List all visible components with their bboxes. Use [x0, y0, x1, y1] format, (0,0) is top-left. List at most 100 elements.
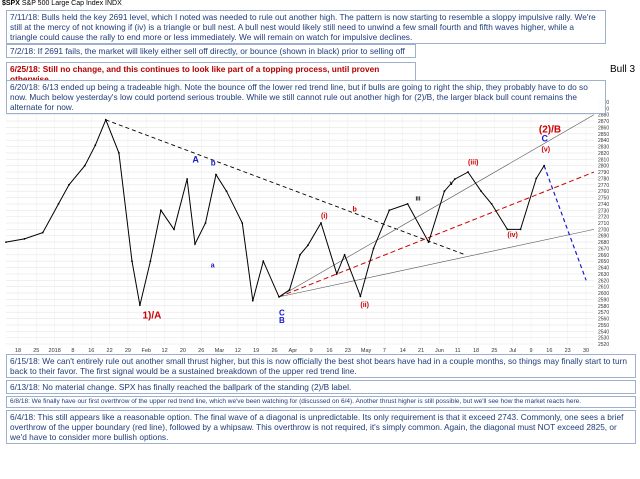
- note-6-20: 6/20/18: 6/13 ended up being a tradeable…: [6, 80, 606, 114]
- price-point: [149, 260, 152, 263]
- price-point: [204, 222, 207, 224]
- trend-lines: [105, 114, 595, 298]
- price-point: [117, 152, 120, 154]
- price-point: [372, 247, 375, 250]
- ticker: $SPX: [2, 0, 20, 7]
- x-tick-label: 16: [88, 348, 94, 354]
- y-tick-label: 2880: [598, 113, 609, 119]
- y-tick-label: 2620: [598, 278, 609, 284]
- note-6-4: 6/4/18: This still appears like a reason…: [6, 410, 636, 444]
- wave-label: a: [211, 263, 215, 270]
- y-tick-label: 2810: [598, 157, 609, 163]
- x-axis-ticks: 18 25 2018 8 16 22 29 Feb 12 20 26 Mar 12 19 26 Apr 9 16 2…: [15, 348, 589, 354]
- y-tick-label: 2590: [598, 297, 609, 303]
- wave-label: C: [542, 133, 549, 143]
- wave-label: (v): [542, 147, 551, 154]
- x-tick-label: 18: [473, 348, 479, 354]
- price-point: [57, 202, 60, 205]
- price-point: [225, 190, 228, 193]
- y-tick-label: 2860: [598, 125, 609, 131]
- price-point: [406, 202, 409, 205]
- wave-label: B: [279, 316, 285, 325]
- wave-label: (i): [321, 213, 328, 220]
- wave-label: C: [279, 308, 285, 317]
- wave-label: (2)/B: [539, 125, 561, 136]
- x-tick-label: 7: [383, 348, 386, 354]
- wave-label: b: [353, 207, 357, 214]
- y-tick-label: 2530: [598, 336, 609, 342]
- price-point: [241, 222, 244, 224]
- y-tick-label: 2660: [598, 253, 609, 259]
- y-tick-label: 2680: [598, 240, 609, 246]
- x-tick-label: Feb: [142, 348, 151, 354]
- x-tick-label: 16: [326, 348, 332, 354]
- x-tick-label: 30: [583, 348, 589, 354]
- price-series: [5, 118, 546, 307]
- price-point: [41, 231, 44, 234]
- x-tick-label: 26: [271, 348, 277, 354]
- x-tick-label: 25: [491, 348, 497, 354]
- x-tick-label: 11: [455, 348, 461, 354]
- price-point: [335, 273, 338, 275]
- x-tick-label: 29: [125, 348, 131, 354]
- x-tick-label: 18: [15, 348, 21, 354]
- y-tick-label: 2820: [598, 151, 609, 157]
- y-tick-label: 2850: [598, 132, 609, 138]
- x-tick-label: 23: [345, 348, 351, 354]
- x-tick-label: 22: [107, 348, 113, 354]
- wave-label: (ii): [360, 302, 369, 309]
- y-tick-label: 2840: [598, 138, 609, 144]
- price-point: [535, 177, 538, 180]
- wave-label: b: [211, 159, 216, 168]
- x-tick-label: 14: [400, 348, 406, 354]
- y-tick-label: 2610: [598, 285, 609, 291]
- trend-line-black: [105, 119, 466, 256]
- bull-3-label: Bull 3: [610, 64, 636, 75]
- note-6-13: 6/13/18: No material change. SPX has fin…: [6, 380, 636, 394]
- price-point: [138, 304, 141, 307]
- y-tick-label: 2580: [598, 304, 609, 310]
- x-tick-label: 12: [235, 348, 241, 354]
- price-point: [159, 209, 162, 212]
- y-tick-label: 2550: [598, 323, 609, 329]
- x-tick-label: Jul: [509, 348, 516, 354]
- x-tick-label: 16: [546, 348, 552, 354]
- price-point: [359, 295, 362, 298]
- exchange: INDX: [105, 0, 122, 7]
- note-7-11: 7/11/18: Bulls held the key 2691 level, …: [6, 10, 606, 44]
- y-tick-label: 2670: [598, 246, 609, 252]
- y-tick-label: 2520: [598, 342, 609, 348]
- projection-line: [543, 165, 587, 281]
- wave-label: (iii): [468, 159, 479, 166]
- price-point: [251, 299, 254, 302]
- wave-label: A: [192, 155, 199, 165]
- wave-label: v: [450, 181, 454, 187]
- price-point: [320, 222, 322, 224]
- y-tick-label: 2720: [598, 215, 609, 221]
- x-tick-label: 9: [530, 348, 533, 354]
- y-tick-label: 2830: [598, 145, 609, 151]
- price-point: [543, 164, 546, 167]
- y-tick-label: 2740: [598, 202, 609, 208]
- y-tick-label: 2800: [598, 164, 609, 170]
- price-point: [23, 238, 26, 240]
- x-tick-label: 19: [253, 348, 259, 354]
- x-tick-label: Jun: [435, 348, 444, 354]
- x-tick-label: 25: [33, 348, 39, 354]
- note-7-2: 7/2/18: If 2691 fails, the market will l…: [6, 44, 416, 58]
- y-tick-label: 2710: [598, 221, 609, 227]
- trend-line-red: [278, 171, 595, 298]
- price-point: [467, 171, 469, 173]
- y-tick-label: 2570: [598, 310, 609, 316]
- x-tick-label: 26: [198, 348, 204, 354]
- x-tick-label: 21: [418, 348, 424, 354]
- price-point: [104, 118, 107, 121]
- channel-upper: [278, 114, 595, 298]
- price-point: [68, 183, 70, 186]
- price-point: [186, 178, 189, 180]
- y-tick-label: 2640: [598, 266, 609, 272]
- price-point: [94, 144, 97, 147]
- y-tick-label: 2730: [598, 208, 609, 214]
- price-point: [306, 244, 309, 247]
